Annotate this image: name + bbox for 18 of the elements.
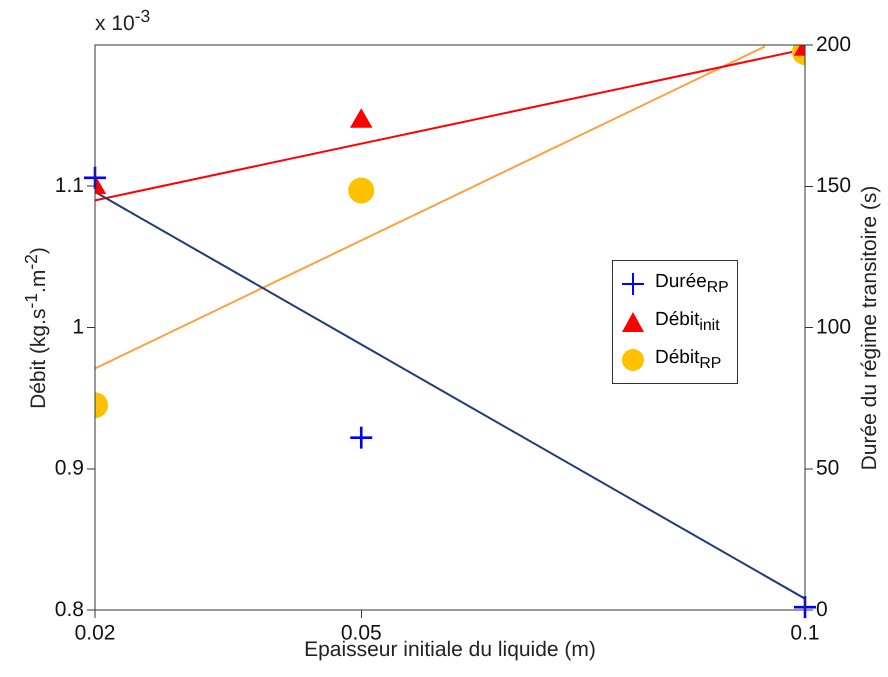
point — [794, 596, 816, 618]
y2-axis-title: Durée du régime transitoire (s) — [858, 185, 882, 470]
y-tick-label: 0.9 — [54, 456, 84, 480]
y2-tick-label: 100 — [816, 315, 852, 338]
y2-tick-label: 200 — [816, 32, 852, 56]
y-tick-label: 0.8 — [54, 598, 84, 621]
legend-label: Durée$_{RP}$ — [655, 271, 729, 297]
x-tick-label: 0.1 — [790, 621, 820, 644]
point — [350, 426, 372, 449]
text: x 10$^{-3}$ — [95, 6, 150, 36]
x-tick-label: 0.02 — [74, 621, 116, 644]
y2-tick-label: 150 — [816, 174, 852, 198]
legend-label: Débit$_{init}$ — [655, 309, 720, 335]
legend-label: Débit$_{RP}$ — [655, 347, 722, 373]
y-tick-label: 1 — [72, 315, 84, 338]
y2-tick-label: 0 — [816, 598, 828, 621]
y-tick-label: 1.1 — [54, 174, 84, 198]
y2-tick-label: 50 — [816, 456, 840, 480]
